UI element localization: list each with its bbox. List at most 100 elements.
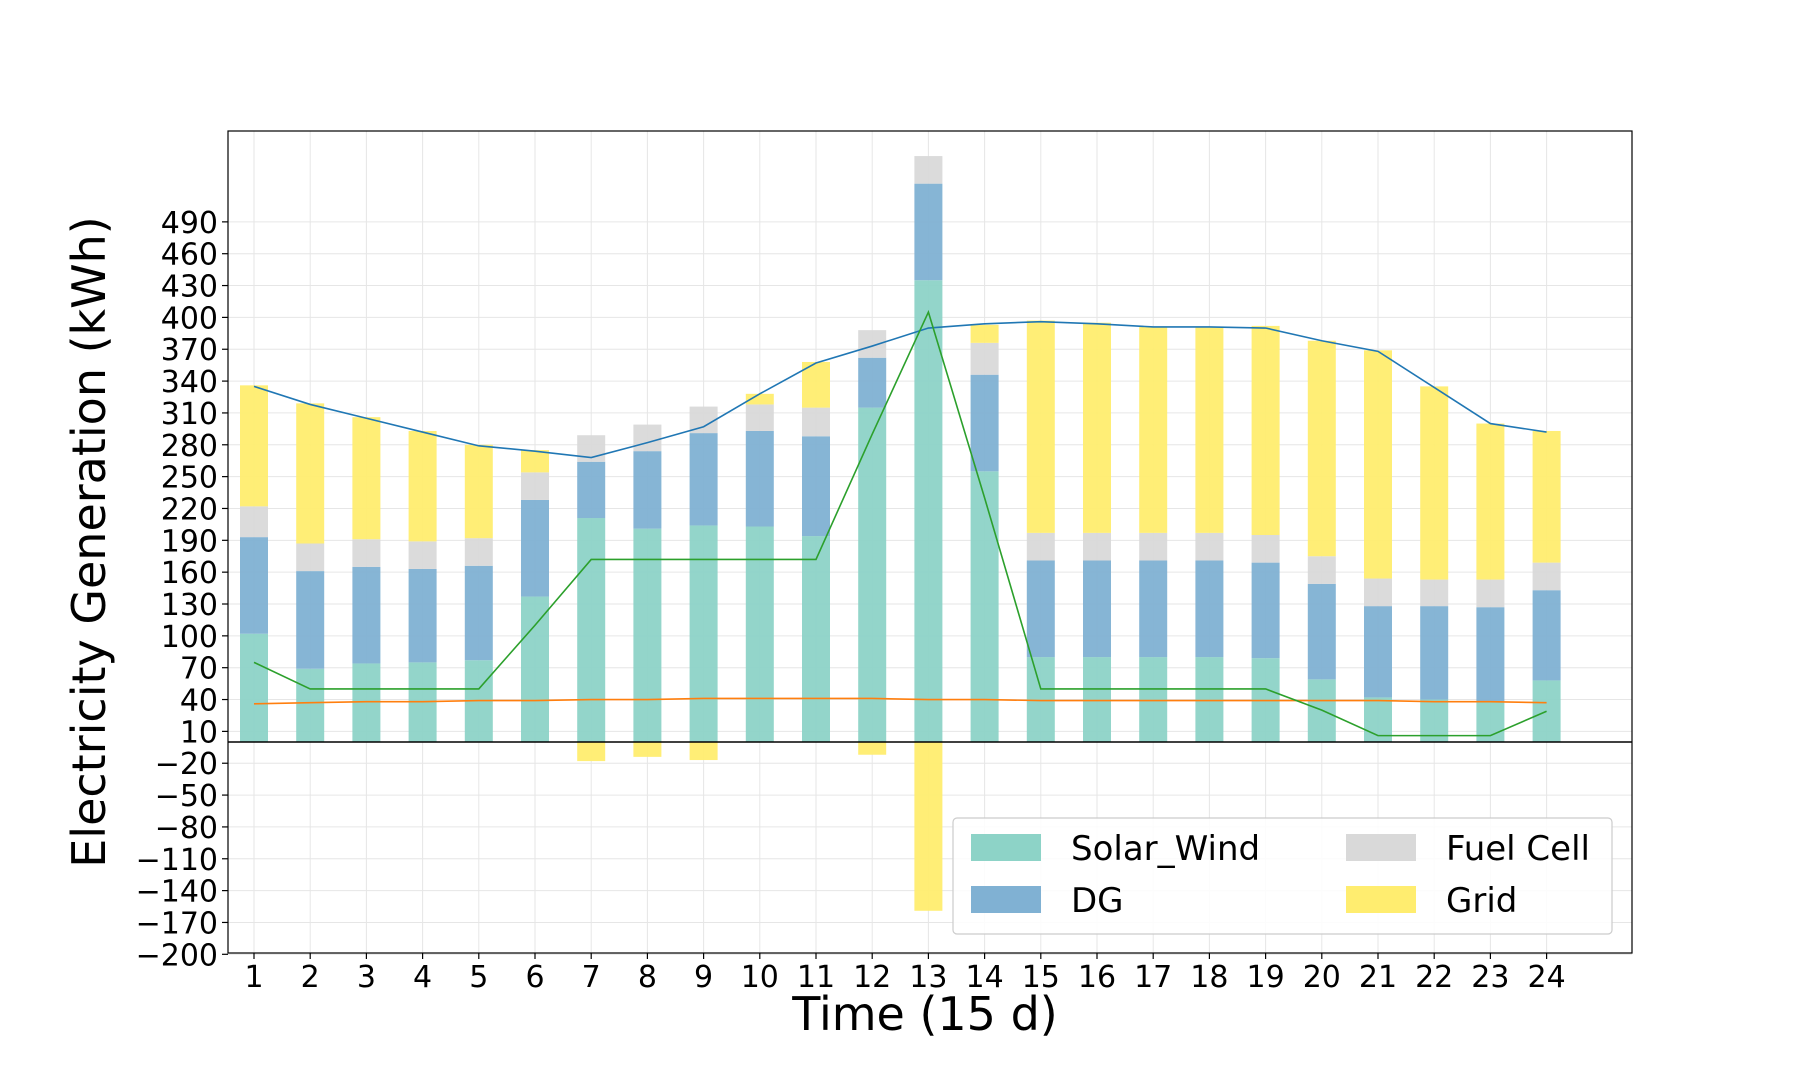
bar-solar-wind xyxy=(240,633,268,742)
bar-fuel-cell xyxy=(914,156,943,184)
bar-dg xyxy=(1195,560,1224,658)
bar-solar-wind xyxy=(296,668,325,742)
y-tick-label: 70 xyxy=(180,652,218,687)
bar-fuel-cell xyxy=(1026,532,1055,561)
bar-dg xyxy=(408,568,437,663)
y-tick-label: 490 xyxy=(161,206,218,241)
bar-solar-wind xyxy=(1139,657,1168,742)
x-tick-label: 24 xyxy=(1528,960,1566,995)
series-line-1 xyxy=(253,320,1547,459)
bar-grid xyxy=(1476,423,1505,580)
x-axis: 1 2 3 4 5 6 7 8 9 10 11 12 13 14 15 16 17 18 19 20 21 22 23 24 xyxy=(244,953,1566,995)
bars xyxy=(240,156,1561,911)
x-tick-label: 1 xyxy=(244,960,263,995)
x-tick-label: 4 xyxy=(413,960,432,995)
bar-grid xyxy=(1364,350,1392,579)
bar-grid xyxy=(858,742,887,755)
bar-solar-wind xyxy=(521,596,549,742)
bar-dg xyxy=(577,461,606,519)
bar-fuel-cell xyxy=(296,543,325,572)
bar-solar-wind xyxy=(970,471,999,742)
bar-fuel-cell xyxy=(521,472,549,500)
legend: Solar_Wind DG Fuel Cell Grid xyxy=(952,817,1613,935)
legend-label-fuel-cell: Fuel Cell xyxy=(1446,829,1590,869)
x-tick-label: 19 xyxy=(1247,960,1285,995)
x-tick-label: 21 xyxy=(1359,960,1397,995)
bar-fuel-cell xyxy=(408,541,437,569)
y-tick-label: 340 xyxy=(161,365,218,400)
bar-dg xyxy=(633,451,662,529)
bar-fuel-cell xyxy=(1083,532,1111,561)
bar-dg xyxy=(1476,607,1505,702)
bar-grid xyxy=(914,742,943,911)
y-tick-label: 310 xyxy=(161,397,218,432)
legend-swatch-dg xyxy=(971,886,1041,913)
y-tick-label: −140 xyxy=(136,875,218,910)
bar-solar-wind xyxy=(914,280,943,742)
bar-dg xyxy=(689,433,718,526)
bar-fuel-cell xyxy=(970,342,999,375)
legend-swatch-solar-wind xyxy=(971,834,1041,861)
bar-solar-wind xyxy=(1364,697,1392,742)
y-axis-title: Electricity Generation (kWh) xyxy=(62,216,116,868)
x-tick-label: 9 xyxy=(694,960,713,995)
y-axis: −200−170−140−110−80−50−20104070100130160… xyxy=(136,206,228,973)
x-tick-label: 17 xyxy=(1134,960,1172,995)
plot-frame xyxy=(227,130,1633,954)
bar-dg xyxy=(521,499,549,597)
bar-dg xyxy=(296,571,325,669)
y-tick-label: −110 xyxy=(136,843,218,878)
x-axis-title: Time (15 d) xyxy=(791,987,1057,1041)
legend-label-dg: DG xyxy=(1071,881,1124,921)
y-tick-label: 250 xyxy=(161,461,218,496)
bar-dg xyxy=(1251,562,1280,659)
bar-grid xyxy=(577,742,606,762)
bar-dg xyxy=(1307,583,1336,680)
x-tick-label: 14 xyxy=(966,960,1004,995)
bar-grid xyxy=(1420,386,1449,580)
bar-dg xyxy=(1364,606,1392,698)
bar-fuel-cell xyxy=(464,538,493,566)
bar-fuel-cell xyxy=(1364,578,1392,607)
x-tick-label: 22 xyxy=(1415,960,1453,995)
bar-dg xyxy=(914,183,943,281)
bar-grid xyxy=(1195,326,1224,533)
bar-grid xyxy=(1083,322,1111,533)
bar-dg xyxy=(1026,560,1055,658)
y-tick-label: 40 xyxy=(180,684,218,719)
y-tick-label: 130 xyxy=(161,588,218,623)
x-tick-label: 16 xyxy=(1078,960,1116,995)
x-tick-label: 15 xyxy=(1022,960,1060,995)
bar-grid xyxy=(296,403,325,544)
bar-solar-wind xyxy=(802,536,830,742)
bar-fuel-cell xyxy=(802,407,830,437)
bar-grid xyxy=(352,417,381,540)
bar-grid xyxy=(1307,340,1336,557)
bar-fuel-cell xyxy=(745,404,774,431)
y-tick-label: 190 xyxy=(161,524,218,559)
bar-solar-wind xyxy=(1083,657,1111,742)
bar-fuel-cell xyxy=(352,539,381,567)
legend-label-grid: Grid xyxy=(1446,881,1517,921)
series-line-2 xyxy=(253,697,1547,705)
bar-grid xyxy=(689,742,718,761)
bar-dg xyxy=(352,566,381,664)
bar-dg xyxy=(745,430,774,527)
bar-grid xyxy=(1251,325,1280,536)
bar-fuel-cell xyxy=(240,506,268,538)
bar-solar-wind xyxy=(689,525,718,742)
lines xyxy=(253,309,1547,737)
bar-grid xyxy=(521,450,549,473)
bar-grid xyxy=(802,361,830,408)
bar-solar-wind xyxy=(1026,657,1055,742)
bar-solar-wind xyxy=(745,526,774,742)
series-line-3 xyxy=(253,309,1547,737)
y-tick-label: −50 xyxy=(155,779,218,814)
legend-frame xyxy=(952,817,1613,935)
y-tick-label: −200 xyxy=(136,938,218,973)
bar-fuel-cell xyxy=(1420,579,1449,607)
legend-swatch-fuel-cell xyxy=(1346,834,1416,861)
x-tick-label: 23 xyxy=(1471,960,1509,995)
bar-solar-wind xyxy=(1195,657,1224,742)
